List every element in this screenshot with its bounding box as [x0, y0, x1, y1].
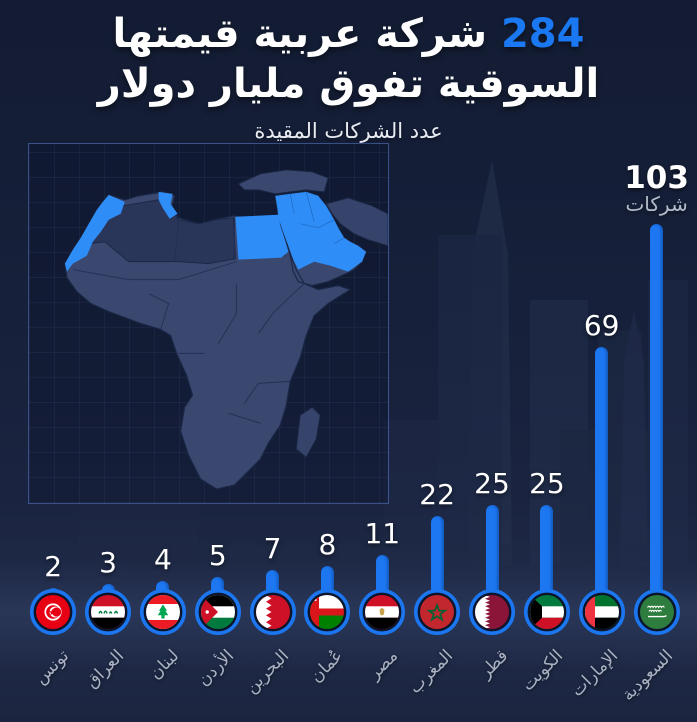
- value-label-saudi-arabia: 103: [624, 160, 689, 197]
- arab-world-map: [28, 143, 389, 504]
- bar-uae: [595, 346, 609, 612]
- bar-saudi-arabia: [650, 224, 664, 612]
- value-label-oman: 8: [318, 528, 337, 562]
- flag-badge-tunisia: [29, 588, 77, 636]
- flag-badge-egypt: [358, 588, 406, 636]
- flag-badge-iraq: [84, 588, 132, 636]
- flag-badge-lebanon: [139, 588, 187, 636]
- value-suffix-saudi-arabia: شركات: [625, 192, 688, 217]
- oman-flag-icon: [304, 588, 351, 636]
- flag-badge-oman: [303, 588, 351, 636]
- flag-badge-qatar: [468, 588, 516, 636]
- chart-subtitle: عدد الشركات المقيدة: [254, 119, 443, 144]
- qatar-flag-icon: [468, 588, 516, 636]
- map-illustration: [64, 169, 388, 490]
- value-label-lebanon: 4: [153, 542, 172, 576]
- flag-badge-uae: [578, 588, 626, 636]
- value-label-bahrain: 7: [263, 531, 282, 565]
- value-label-jordan: 5: [208, 539, 227, 572]
- flag-badge-saudi-arabia: [633, 588, 681, 636]
- flag-badge-morocco: [413, 588, 461, 636]
- egypt-flag-icon: [359, 588, 406, 636]
- title-line1-text: شركة عربية قيمتها: [112, 11, 488, 57]
- title-line2-text: السوقية تفوق مليار دولار: [97, 60, 600, 107]
- morocco-flag-icon: [414, 588, 461, 636]
- title-number: 284: [500, 11, 585, 57]
- lebanon-flag-icon: [139, 588, 186, 636]
- bar-kuwait: [540, 505, 554, 612]
- bahrain-flag-icon: [249, 588, 296, 636]
- flag-badge-bahrain: [249, 588, 297, 636]
- flag-badge-kuwait: [523, 588, 571, 636]
- kuwait-flag-icon: [523, 588, 570, 636]
- value-label-kuwait: 25: [529, 467, 565, 500]
- value-label-egypt: 11: [364, 517, 401, 551]
- header: 284 شركة عربية قيمتها السوقية تفوق مليار…: [0, 10, 697, 143]
- value-label-tunisia: 2: [44, 549, 63, 583]
- iraq-flag-icon: [85, 588, 132, 636]
- page-title: 284 شركة عربية قيمتها السوقية تفوق مليار…: [0, 10, 697, 109]
- value-label-iraq: 3: [99, 546, 117, 580]
- saudi-arabia-flag-icon: [633, 588, 680, 636]
- flag-badge-jordan: [194, 588, 242, 636]
- jordan-flag-icon: [194, 588, 241, 636]
- bar-morocco: [430, 515, 444, 612]
- uae-flag-icon: [578, 588, 625, 636]
- tunisia-flag-icon: [30, 588, 77, 636]
- value-label-uae: 69: [583, 308, 620, 342]
- value-label-morocco: 22: [419, 477, 455, 511]
